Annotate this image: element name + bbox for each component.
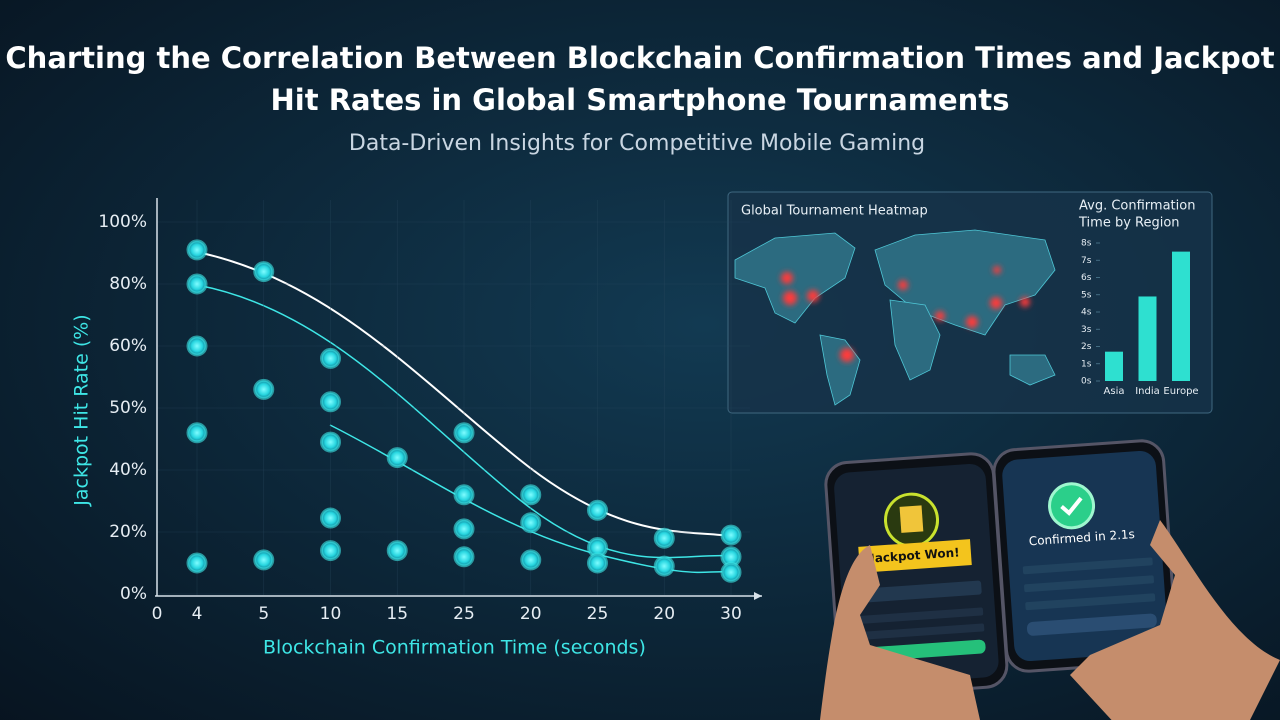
x-tick-label: 20: [520, 604, 542, 624]
x-tick-label: 5: [258, 604, 269, 624]
data-point: [253, 261, 275, 283]
data-point: [253, 549, 275, 571]
heat-spots: [781, 266, 1030, 362]
y-tick-label: 4s: [1081, 308, 1092, 318]
y-tick-label: 0s: [1081, 377, 1092, 387]
title-line-2: Hit Rates in Global Smartphone Tournamen…: [271, 83, 1010, 117]
map-title: Global Tournament Heatmap: [741, 204, 928, 219]
y-tick-label: 0%: [120, 584, 147, 604]
bar: [1172, 251, 1190, 381]
subtitle: Data-Driven Insights for Competitive Mob…: [349, 131, 925, 156]
x-tick-label: India: [1135, 386, 1160, 397]
data-point: [320, 507, 341, 529]
y-tick-label: 40%: [109, 460, 147, 480]
bar-title: Avg. Confirmation: [1079, 199, 1195, 214]
data-point: [453, 518, 475, 540]
data-point: [453, 484, 475, 506]
data-point: [186, 239, 208, 261]
data-point: [453, 422, 475, 444]
x-axis-arrow: [754, 592, 762, 600]
data-point: [320, 431, 341, 453]
x-tick-label: Europe: [1163, 386, 1198, 397]
data-point: [253, 378, 275, 400]
data-point: [520, 512, 542, 534]
title: Charting the Correlation Between Blockch…: [5, 41, 1274, 75]
x-tick-label: 4: [192, 604, 203, 624]
data-point: [453, 546, 475, 568]
y-tick-label: 3s: [1081, 325, 1092, 335]
phone-right: Confirmed in 2.1s: [992, 439, 1178, 673]
data-point: [653, 555, 675, 577]
y-axis-label: Jackpot Hit Rate (%): [71, 314, 93, 506]
data-point: [653, 527, 675, 549]
y-tick-label: 80%: [109, 274, 147, 294]
x-tick-label: 25: [587, 604, 609, 624]
trend-line: [196, 251, 732, 537]
bar-title-line-2: Time by Region: [1078, 216, 1180, 231]
phone-left: Jackpot Won!: [824, 452, 1009, 698]
data-point: [720, 561, 742, 583]
data-point: [186, 273, 208, 295]
data-point: [320, 347, 341, 369]
hand-left: [820, 545, 980, 720]
data-point: [186, 422, 208, 444]
y-tick-label: 20%: [109, 522, 147, 542]
x-tick-label: 20: [653, 604, 675, 624]
x-axis-label: Blockchain Confirmation Time (seconds): [263, 637, 646, 659]
y-tick-label: 8s: [1081, 239, 1092, 249]
data-point: [320, 540, 341, 562]
data-point: [520, 549, 542, 571]
data-point: [720, 524, 742, 546]
y-tick-label: 5s: [1081, 290, 1092, 300]
hand-right: [1070, 520, 1280, 720]
data-point: [386, 447, 408, 469]
x-tick-label: 0: [152, 604, 163, 624]
x-tick-label: 25: [453, 604, 475, 624]
data-point: [386, 540, 408, 562]
x-tick-label: Asia: [1104, 386, 1125, 397]
data-point: [587, 552, 608, 574]
x-tick-label: 10: [320, 604, 342, 624]
y-tick-label: 7s: [1081, 256, 1092, 266]
y-tick-label: 100%: [98, 212, 147, 232]
y-tick-label: 1s: [1081, 359, 1092, 369]
bar: [1138, 296, 1157, 381]
data-point: [320, 391, 341, 413]
x-tick-label: 30: [720, 604, 742, 624]
y-tick-label: 60%: [109, 336, 147, 356]
y-tick-label: 50%: [109, 398, 147, 418]
x-tick-label: 15: [386, 604, 408, 624]
data-point: [186, 552, 208, 574]
data-point: [520, 484, 542, 506]
y-tick-label: 2s: [1081, 342, 1092, 352]
data-point: [587, 499, 608, 521]
bar: [1105, 351, 1123, 381]
jackpot-text: Jackpot Won!: [869, 545, 960, 565]
data-point: [186, 335, 208, 357]
y-tick-label: 6s: [1081, 273, 1092, 283]
